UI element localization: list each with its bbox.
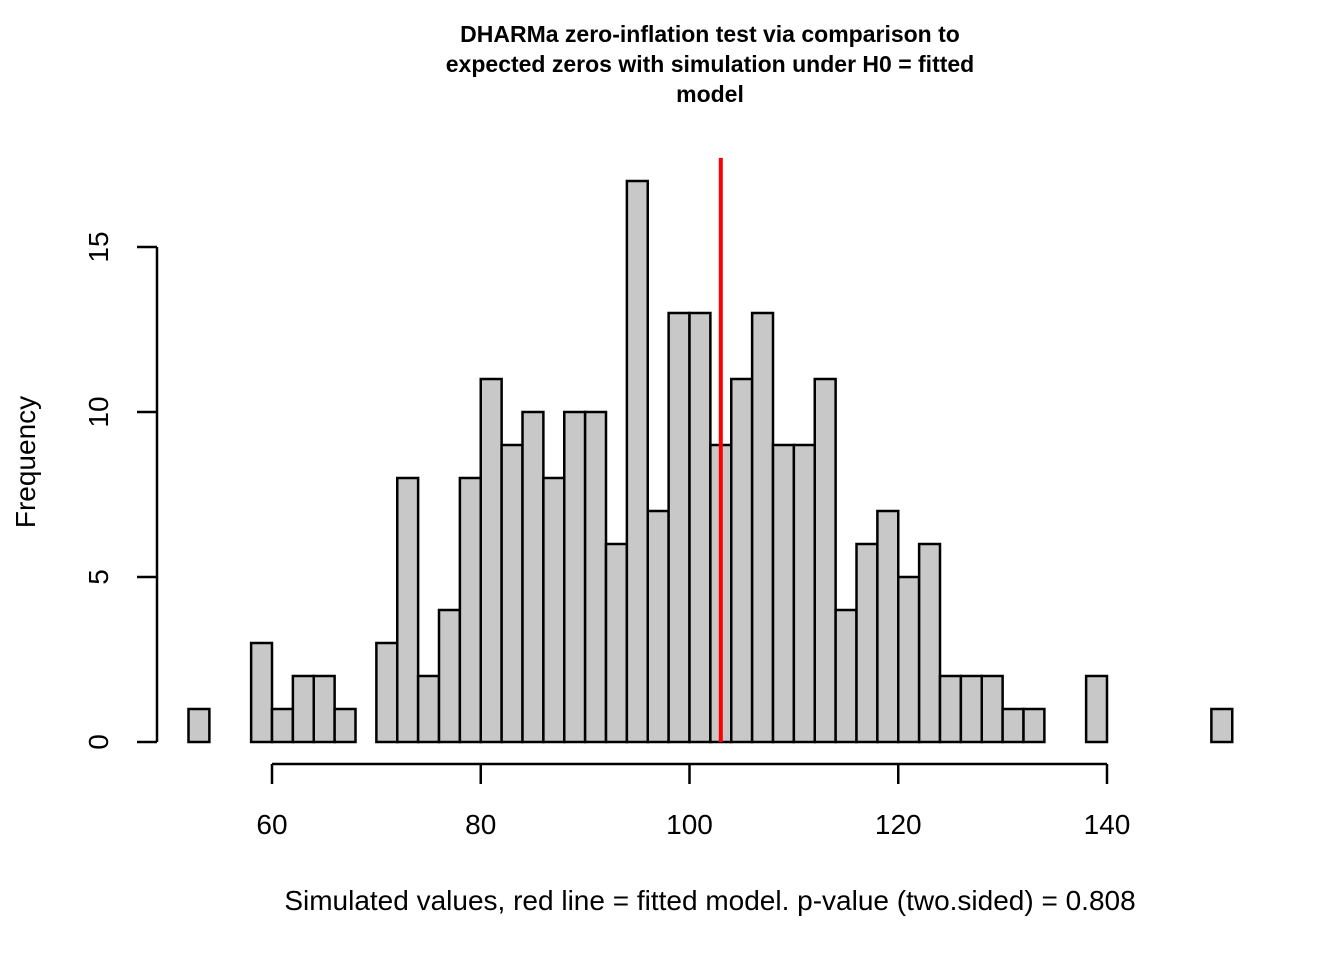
y-axis-label: Frequency (10, 396, 41, 528)
histogram-bar (1084, 674, 1109, 744)
histogram-bar (876, 509, 900, 744)
histogram-bar (1001, 707, 1025, 744)
histogram-bar (897, 575, 921, 744)
histogram-bar (375, 641, 399, 744)
histogram-bar (249, 641, 274, 744)
histogram-bar (792, 443, 816, 744)
title-line-2: expected zeros with simulation under H0 … (446, 51, 974, 77)
histogram-bar (437, 608, 462, 744)
histogram-bar (187, 707, 211, 744)
histogram-bar (500, 443, 524, 744)
y-tick-label: 0 (83, 734, 114, 750)
histogram-bar (771, 443, 796, 744)
histogram-bar (730, 377, 754, 744)
histogram-bar (813, 377, 837, 744)
histogram-bar (1022, 707, 1046, 744)
histogram-bar (396, 476, 420, 744)
histogram-bar (625, 179, 649, 744)
histogram-bar (458, 476, 482, 744)
histogram-bar (980, 674, 1004, 744)
title-line-1: DHARMa zero-inflation test via compariso… (460, 21, 960, 47)
histogram-bar (938, 674, 963, 744)
histogram-bar (855, 542, 879, 744)
histogram-bar (563, 410, 587, 744)
x-axis: 60 80 100 120 140 (256, 762, 1131, 840)
histogram-bar (688, 311, 712, 744)
histogram-bar (270, 707, 295, 744)
y-axis: 0 5 10 15 (83, 231, 159, 750)
x-tick-label: 80 (465, 809, 496, 840)
histogram-bar (1210, 707, 1234, 744)
x-tick-label: 140 (1084, 809, 1131, 840)
histogram-bar (646, 509, 670, 744)
y-tick-label: 10 (83, 396, 114, 427)
x-tick-label: 120 (875, 809, 922, 840)
histogram-bar (583, 410, 608, 744)
bars-group (187, 179, 1234, 744)
histogram-bar (959, 674, 983, 744)
histogram-bar (834, 608, 858, 744)
histogram-bar (917, 542, 942, 744)
histogram-bar (604, 542, 629, 744)
x-tick-label: 100 (666, 809, 713, 840)
histogram-bar (667, 311, 691, 744)
x-axis-label: Simulated values, red line = fitted mode… (284, 885, 1135, 916)
histogram-bar (312, 674, 336, 744)
histogram-bar (521, 410, 545, 744)
histogram-bar (416, 674, 441, 744)
chart-title: DHARMa zero-inflation test via compariso… (446, 21, 974, 107)
y-tick-label: 5 (83, 569, 114, 585)
histogram-bar (542, 476, 566, 744)
histogram-bar (291, 674, 315, 744)
histogram-bar (479, 377, 503, 744)
title-line-3: model (676, 81, 744, 107)
y-tick-label: 15 (83, 231, 114, 262)
x-tick-label: 60 (256, 809, 287, 840)
histogram-bar (750, 311, 775, 744)
histogram-bar (333, 707, 357, 744)
